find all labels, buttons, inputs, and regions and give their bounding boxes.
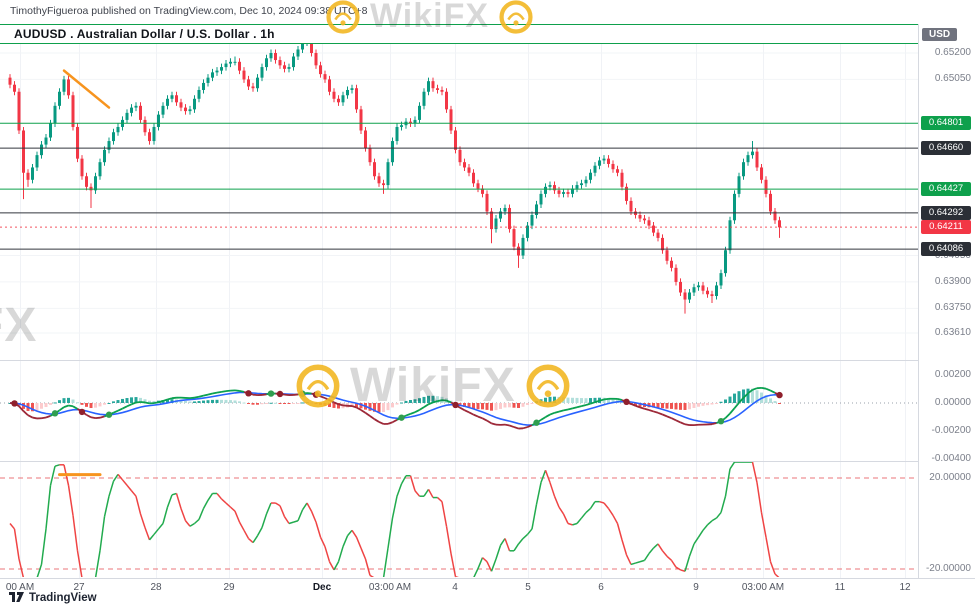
osc-axis-label: -20.00000 [926, 563, 971, 574]
header-divider-bottom [0, 43, 975, 44]
currency-label: USD [922, 28, 957, 41]
grid-horizontal [0, 53, 918, 333]
price-axis-label: 0.63610 [935, 327, 971, 338]
header-divider-top [0, 24, 975, 25]
time-axis-label: 28 [150, 582, 161, 593]
macd-axis-label: -0.00400 [932, 453, 971, 464]
macd-axis-label: 0.00000 [935, 397, 971, 408]
tradingview-logo-text: TradingView [29, 592, 97, 604]
macd-indicator [0, 388, 918, 429]
time-axis-label: 4 [452, 582, 458, 593]
tradingview-logo-icon [8, 591, 25, 604]
price-scale[interactable]: USD 0.652000.650500.640500.639000.637500… [918, 24, 975, 578]
symbol-title: AUDUSD . Australian Dollar / U.S. Dollar… [14, 27, 275, 41]
macd-axis-label: -0.00200 [932, 425, 971, 436]
macd-axis-label: 0.00200 [935, 369, 971, 380]
time-axis-label: 03:00 AM [742, 582, 784, 593]
price-axis-label: 0.65200 [935, 47, 971, 58]
price-lines [0, 123, 918, 249]
attribution-text: TimothyFigueroa published on TradingView… [10, 5, 368, 17]
time-axis-label: 5 [525, 582, 531, 593]
time-axis-label: 03:00 AM [369, 582, 411, 593]
price-badge: 0.64292 [921, 206, 971, 220]
time-axis-label: 11 [835, 582, 845, 593]
momentum-indicator [0, 462, 918, 578]
price-axis-label: 0.65050 [935, 73, 971, 84]
time-axis-label: 6 [598, 582, 604, 593]
price-badge: 0.64427 [921, 182, 971, 196]
tradingview-logo[interactable]: TradingView [8, 591, 97, 604]
osc-axis-label: 20.00000 [929, 472, 971, 483]
price-badge: 0.64801 [921, 116, 971, 130]
time-axis-label: 12 [899, 582, 910, 593]
price-axis-label: 0.63900 [935, 276, 971, 287]
time-axis-label: 9 [693, 582, 699, 593]
candlestick-series [9, 32, 782, 314]
price-axis-label: 0.63750 [935, 302, 971, 313]
price-badge: 0.64660 [921, 141, 971, 155]
price-badge: 0.64086 [921, 242, 971, 256]
grid-vertical [21, 44, 906, 578]
time-axis-label: Dec [313, 582, 331, 593]
price-badge: 0.64211 [921, 220, 971, 234]
time-axis-label: 29 [223, 582, 234, 593]
trendline-annotation [64, 71, 109, 108]
